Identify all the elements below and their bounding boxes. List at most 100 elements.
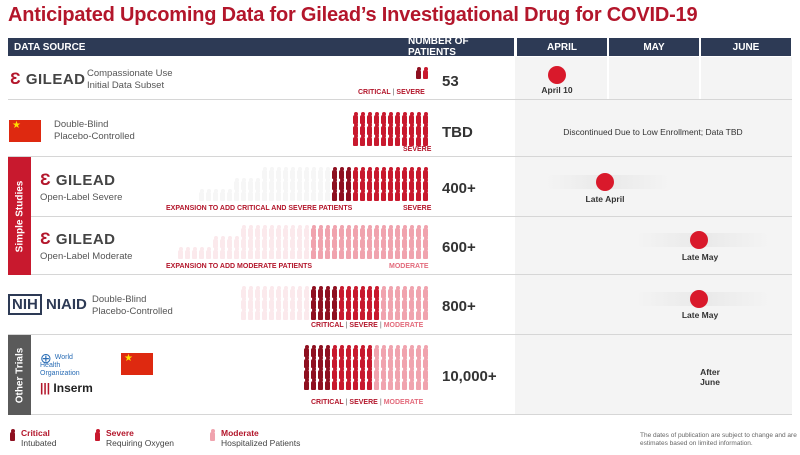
patient-icon [269, 236, 274, 248]
patient-icon [374, 178, 379, 190]
patient-icon [381, 286, 386, 298]
patient-icon [248, 189, 253, 201]
patient-icon [353, 167, 358, 179]
patient-icon [297, 308, 302, 320]
patient-icon [332, 167, 337, 179]
patient-icon [339, 236, 344, 248]
patient-icon [346, 286, 351, 298]
patient-icon [276, 297, 281, 309]
patient-icon [402, 112, 407, 124]
patient-icon [360, 345, 365, 357]
gilead-logo: Ɛ GILEAD [40, 229, 116, 248]
patient-icon [304, 236, 309, 248]
patient-icon [374, 286, 379, 298]
patient-count: 53 [442, 73, 459, 90]
patient-icon [367, 356, 372, 368]
patient-icon [402, 297, 407, 309]
timeline-label: Late May [681, 310, 719, 320]
patient-icon [360, 225, 365, 237]
timeline-label: Discontinued Due to Low Enrollment; Data… [563, 127, 743, 137]
patient-icon [395, 286, 400, 298]
patient-icon [255, 225, 260, 237]
patient-icon [241, 236, 246, 248]
patient-icon [374, 134, 379, 146]
patient-icon [325, 236, 330, 248]
patient-icon [311, 367, 316, 379]
patient-icon [402, 178, 407, 190]
patient-icon [381, 167, 386, 179]
patient-icon [360, 378, 365, 390]
patient-icon [283, 189, 288, 201]
patient-icon [311, 286, 316, 298]
patient-icon [381, 378, 386, 390]
source-description: Double-Blind Placebo-Controlled [54, 119, 135, 142]
patient-icon [234, 247, 239, 259]
patient-icon [367, 378, 372, 390]
patient-icon [416, 189, 421, 201]
patient-icon [360, 247, 365, 259]
patient-icon [423, 308, 428, 320]
patient-icon [374, 297, 379, 309]
page-title: Anticipated Upcoming Data for Gilead’s I… [8, 4, 698, 26]
header-data-source: DATA SOURCE [8, 38, 408, 56]
patient-icon [290, 308, 295, 320]
patient-icon [318, 225, 323, 237]
patient-icon [360, 367, 365, 379]
patient-icon [269, 178, 274, 190]
patient-icon [367, 308, 372, 320]
patient-icon [255, 236, 260, 248]
patient-icon [213, 236, 218, 248]
patient-icon [381, 225, 386, 237]
patient-icon [409, 225, 414, 237]
patient-icon [367, 367, 372, 379]
patient-icon [311, 178, 316, 190]
patient-icon [241, 178, 246, 190]
patient-icon [283, 247, 288, 259]
patient-icon [353, 247, 358, 259]
patient-icon [332, 367, 337, 379]
patient-icon [346, 367, 351, 379]
patient-icon [388, 112, 393, 124]
patient-icon [332, 236, 337, 248]
patient-icon [416, 356, 421, 368]
patient-icon [353, 123, 358, 135]
patient-icon [290, 167, 295, 179]
gilead-logo: Ɛ GILEAD [10, 69, 86, 88]
patient-icon [332, 225, 337, 237]
patient-icon [416, 297, 421, 309]
patient-icon [311, 247, 316, 259]
patient-icon [374, 247, 379, 259]
patient-icon [381, 236, 386, 248]
subtitle: MODERATE [389, 263, 429, 270]
patient-icon [346, 247, 351, 259]
patient-icon [409, 178, 414, 190]
patient-icon [416, 236, 421, 248]
patient-icon [367, 167, 372, 179]
patient-icon [346, 308, 351, 320]
patient-icon [423, 225, 428, 237]
patient-icon [353, 297, 358, 309]
patient-icon [381, 123, 386, 135]
patient-icon [325, 286, 330, 298]
patient-icon [325, 367, 330, 379]
patient-icon [241, 297, 246, 309]
patient-icon [290, 225, 295, 237]
patient-icon [339, 189, 344, 201]
patient-icon [388, 247, 393, 259]
patient-icon [409, 112, 414, 124]
patient-icon [297, 167, 302, 179]
patient-count: 800+ [442, 298, 476, 315]
patient-icon [388, 167, 393, 179]
patient-icon [416, 67, 421, 79]
patient-icon [381, 367, 386, 379]
patient-icon [339, 367, 344, 379]
source-description: Open-Label Moderate [40, 251, 133, 262]
patient-icon [346, 345, 351, 357]
patient-icon [339, 345, 344, 357]
patient-icon [248, 308, 253, 320]
patient-icon [248, 225, 253, 237]
patient-icon [311, 236, 316, 248]
patient-icon [318, 286, 323, 298]
patient-icon [346, 167, 351, 179]
patient-icon [283, 167, 288, 179]
